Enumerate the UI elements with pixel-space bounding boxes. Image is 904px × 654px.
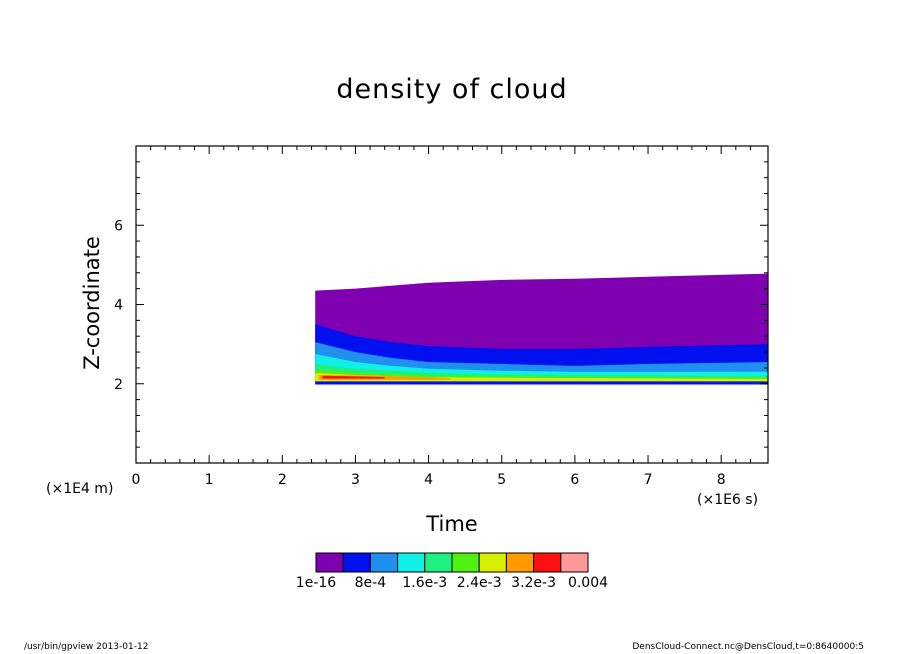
- contour-layer-8: [322, 375, 385, 379]
- x-tick-label: 3: [351, 472, 360, 488]
- x-tick-label: 6: [570, 472, 579, 488]
- colorbar-swatch: [560, 552, 589, 573]
- colorbar-label: 3.2e-3: [511, 575, 557, 591]
- x-scale-label: (×1E6 s): [697, 492, 759, 508]
- colorbar-swatch: [505, 552, 535, 573]
- x-tick-label: 0: [132, 472, 141, 488]
- colorbar-swatch: [478, 552, 507, 573]
- chart-title: density of cloud: [336, 74, 568, 105]
- colorbar-swatch: [397, 552, 426, 573]
- colorbar-label: 8e-4: [354, 575, 387, 591]
- contour-layer-9: [315, 381, 768, 385]
- colorbar-swatch: [315, 552, 344, 573]
- x-tick-label: 5: [497, 472, 506, 488]
- x-axis-label: Time: [426, 512, 478, 536]
- footer-source: DensCloud-Connect.nc@DensCloud,t=0:86400…: [632, 642, 864, 652]
- y-tick-label: 2: [114, 377, 123, 393]
- colorbar-swatch: [451, 552, 480, 573]
- footer-command: /usr/bin/gpview 2013-01-12: [24, 642, 149, 652]
- colorbar-swatch: [533, 552, 562, 573]
- x-tick-label: 1: [205, 472, 214, 488]
- x-tick-label: 8: [717, 472, 726, 488]
- x-tick-label: 4: [424, 472, 433, 488]
- colorbar-swatch: [342, 552, 371, 573]
- colorbar-swatch: [424, 552, 453, 573]
- colorbar-swatch: [369, 552, 399, 573]
- x-tick-label: 7: [644, 472, 653, 488]
- y-axis-label: Z-coordinate: [80, 236, 104, 370]
- tick-labels: 0 1 2 3 4 5 6 7 8 2 4 6: [114, 218, 726, 488]
- y-tick-label: 6: [114, 218, 123, 234]
- colorbar-label: 0.004: [567, 575, 609, 591]
- colorbar-label: 1.6e-3: [402, 575, 448, 591]
- colorbar-label: 2.4e-3: [456, 575, 502, 591]
- y-tick-label: 4: [114, 298, 123, 314]
- contour-layers: [315, 273, 768, 385]
- y-scale-label: (×1E4 m): [46, 481, 114, 497]
- colorbar: [315, 552, 589, 573]
- colorbar-label: 1e-16: [295, 575, 337, 591]
- axis-ticks: [135, 145, 768, 463]
- x-tick-label: 2: [278, 472, 287, 488]
